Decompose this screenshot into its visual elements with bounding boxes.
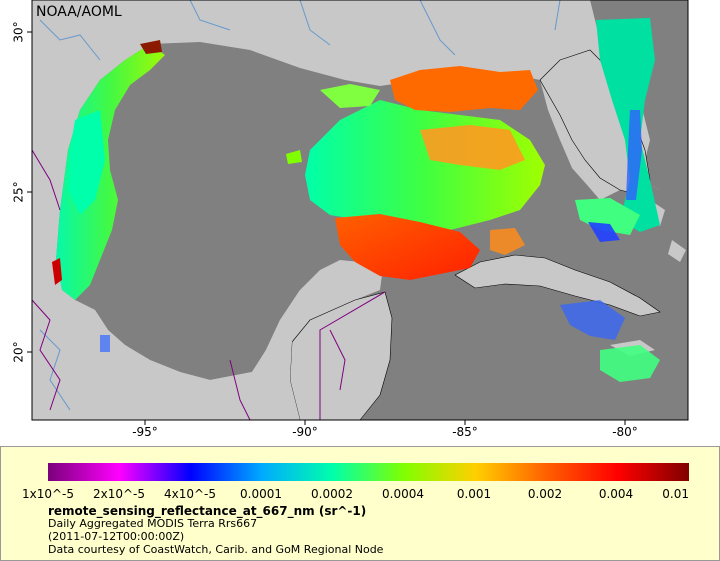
data-keys-blue <box>588 222 620 242</box>
colorbar-label: 4x10^-5 <box>163 487 217 501</box>
colorbar-label: 0.001 <box>456 487 492 501</box>
data-south-orange-right <box>490 228 525 255</box>
data-florida-east <box>596 18 660 232</box>
data-west-cyan-patch <box>68 110 105 215</box>
cuba-land <box>454 254 661 317</box>
y-tick-label: 30° <box>11 21 26 43</box>
colorbar <box>48 463 689 481</box>
colorbar-label: 0.002 <box>527 487 563 501</box>
colorbar-label: 0.01 <box>662 487 689 501</box>
data-caribbean-green <box>600 345 660 382</box>
data-caribbean-blue <box>560 300 625 340</box>
variable-name: remote_sensing_reflectance_at_667_nm (sr… <box>48 504 367 518</box>
colorbar-label: 0.0002 <box>311 487 353 501</box>
credit-badge: NOAA/AOML <box>36 4 122 20</box>
mexico-land <box>32 230 300 420</box>
borders <box>31 149 386 421</box>
x-tick-label: -90° <box>292 425 318 439</box>
data-west-coast <box>56 44 165 300</box>
data-central-orange-north <box>390 66 538 112</box>
product-name: Daily Aggregated MODIS Terra Rrs667 <box>48 517 258 530</box>
colorbar-label: 1x10^-5 <box>21 487 75 501</box>
x-tick-label: -80° <box>612 425 638 439</box>
data-courtesy: Data courtesy of CoastWatch, Carib. and … <box>48 543 384 556</box>
map-canvas <box>27 0 689 425</box>
map-frame <box>31 0 689 421</box>
data-keys-green <box>575 198 640 235</box>
data-nw-dark-spot <box>140 40 162 54</box>
x-tick-label: -85° <box>452 425 478 439</box>
data-florida-east-blue <box>626 110 642 200</box>
data-upper-central-green <box>320 84 380 108</box>
colorbar-label: 0.0004 <box>382 487 424 501</box>
y-tick-label: 20° <box>11 341 26 363</box>
data-west-small-green <box>286 150 302 164</box>
data-west-red-spot <box>52 258 62 285</box>
data-central-orange-mid <box>420 125 525 170</box>
colorbar-label: 0.004 <box>598 487 634 501</box>
colorbar-label: 2x10^-5 <box>92 487 146 501</box>
y-axis-ticks <box>27 31 32 353</box>
time-stamp: (2011-07-12T00:00:00Z) <box>48 530 185 543</box>
x-tick-label: -95° <box>132 425 158 439</box>
data-caribbean-small-blue <box>100 335 110 352</box>
data-south-red <box>335 214 480 280</box>
rivers <box>39 0 561 411</box>
colorbar-label: 0.0001 <box>240 487 282 501</box>
y-tick-label: 25° <box>11 181 26 203</box>
x-axis-ticks <box>144 420 626 425</box>
